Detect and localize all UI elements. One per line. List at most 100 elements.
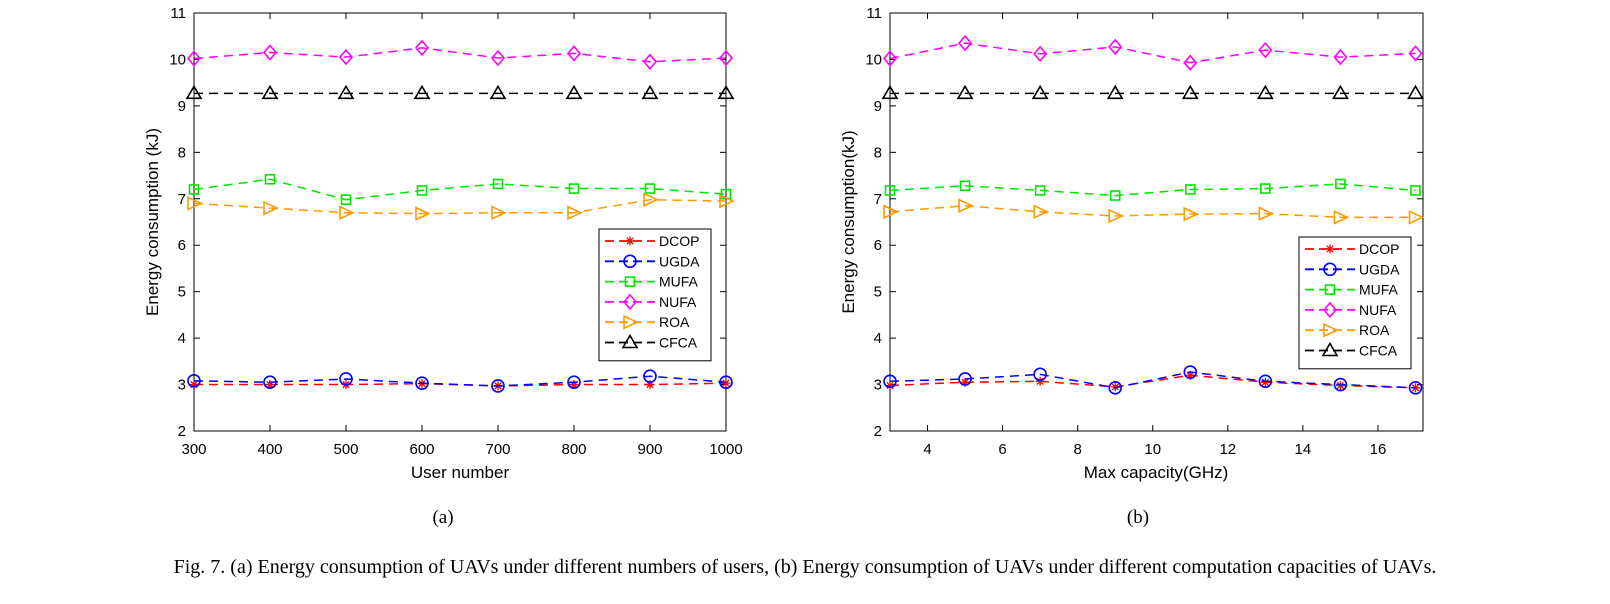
data-point-dcop (721, 378, 731, 388)
data-point-ugda (1258, 374, 1273, 389)
data-point-dcop (1185, 370, 1195, 380)
legend-label-mufa: MUFA (659, 274, 699, 290)
data-point-roa (1183, 206, 1200, 222)
data-point-ugda (567, 375, 581, 390)
data-point-cfca (881, 84, 899, 100)
data-point-roa (567, 205, 583, 220)
y-tick-label: 3 (178, 377, 186, 394)
data-point-mufa (1260, 183, 1271, 194)
x-tick-label: 400 (257, 441, 282, 458)
data-point-ugda (263, 375, 277, 390)
data-point-roa (187, 196, 203, 211)
legend-label-roa: ROA (1359, 322, 1390, 338)
data-point-mufa (188, 184, 200, 195)
data-point-nufa (1258, 41, 1273, 59)
data-point-dcop (1335, 380, 1345, 390)
legend-box (1298, 236, 1412, 370)
figure-caption: Fig. 7. (a) Energy consumption of UAVs u… (173, 556, 1437, 578)
data-point-roa (415, 206, 431, 221)
legend: DCOP UGDA MUFA NUFA ROA CFCA (598, 228, 712, 362)
data-point-nufa (262, 44, 278, 61)
plot-frame (193, 12, 727, 432)
data-point-mufa (264, 173, 276, 185)
data-point-ugda (339, 372, 353, 386)
data-point-nufa (958, 34, 973, 52)
legend-label-ugda: UGDA (659, 253, 700, 269)
data-point-cfca (641, 84, 659, 100)
data-point-nufa (338, 48, 354, 66)
y-axis-label: Energy consumption (kJ) (143, 128, 162, 316)
x-axis-label: User number (411, 463, 510, 482)
legend-marker-cfca (621, 333, 639, 349)
x-tick-label: 8 (1074, 441, 1082, 458)
legend-label-nufa: NUFA (659, 294, 697, 310)
data-point-dcop (189, 380, 199, 390)
data-point-cfca (337, 84, 355, 100)
data-point-nufa (1108, 38, 1123, 56)
legend-marker-nufa (622, 293, 638, 311)
data-point-roa (958, 198, 974, 213)
x-tick-label: 300 (181, 441, 206, 458)
y-tick-label: 5 (874, 284, 882, 301)
data-point-roa (1333, 210, 1350, 225)
data-point-cfca (565, 84, 583, 100)
data-point-cfca (413, 84, 431, 100)
x-tick-label: 6 (998, 441, 1006, 458)
data-point-cfca (261, 84, 279, 100)
y-tick-label: 11 (866, 5, 882, 22)
data-point-roa (1258, 206, 1275, 221)
legend-label-dcop: DCOP (659, 233, 699, 249)
legend-box (598, 228, 712, 362)
y-tick-label: 5 (178, 284, 186, 301)
legend-marker-mufa (1324, 284, 1336, 295)
series-line-dcop (194, 382, 727, 387)
data-point-roa (339, 205, 355, 220)
data-point-mufa (959, 180, 971, 192)
data-point-mufa (1335, 178, 1346, 190)
x-tick-label: 4 (923, 441, 931, 458)
y-tick-label: 10 (865, 51, 882, 68)
data-point-roa (1033, 204, 1050, 220)
x-tick-label: 900 (637, 441, 662, 458)
series-line-mufa (193, 178, 727, 201)
legend-label-cfca: CFCA (659, 335, 698, 351)
legend-marker-roa (623, 314, 639, 330)
y-tick-label: 4 (874, 330, 882, 347)
data-point-cfca (956, 84, 974, 100)
data-point-mufa (644, 183, 656, 194)
legend-label-roa: ROA (659, 314, 690, 330)
data-point-roa (1408, 210, 1425, 225)
data-point-nufa (1033, 45, 1048, 63)
data-point-roa (643, 192, 659, 207)
data-point-nufa (1333, 48, 1348, 66)
legend-label-mufa: MUFA (1359, 282, 1399, 298)
data-point-dcop (885, 380, 895, 390)
data-point-mufa (416, 185, 428, 196)
data-point-dcop (960, 377, 970, 387)
data-point-mufa (884, 185, 896, 196)
data-point-roa (491, 205, 507, 220)
legend-marker-dcop (625, 236, 635, 246)
y-tick-label: 11 (170, 5, 186, 22)
chart-a: 300 400 500 600 700 800 900 1000 2 3 4 5 6 7 8 9 10 11 Use… (143, 5, 743, 528)
data-point-ugda (187, 374, 201, 388)
legend: DCOP UGDA MUFA NUFA ROA CFCA (1298, 236, 1412, 370)
x-tick-label: 700 (485, 441, 510, 458)
subplot-caption: (b) (1127, 507, 1149, 528)
data-point-nufa (1408, 45, 1423, 62)
data-point-mufa (1410, 185, 1421, 196)
data-point-nufa (490, 49, 506, 67)
data-point-nufa (1183, 54, 1198, 71)
data-point-roa (1108, 208, 1125, 224)
data-point-nufa (718, 49, 734, 67)
data-point-ugda (1333, 377, 1348, 392)
chart-b: 4 6 8 10 12 14 16 2 3 4 5 6 7 8 9 10 11 Max capacity(GHz)… (839, 5, 1425, 528)
data-point-roa (883, 204, 899, 220)
legend-label-dcop: DCOP (1359, 241, 1399, 257)
y-tick-label: 4 (178, 330, 186, 347)
data-point-dcop (569, 380, 579, 390)
x-tick-label: 16 (1370, 441, 1387, 458)
data-point-ugda (1183, 365, 1198, 379)
series-line-mufa (889, 183, 1416, 197)
y-tick-label: 8 (874, 144, 882, 161)
